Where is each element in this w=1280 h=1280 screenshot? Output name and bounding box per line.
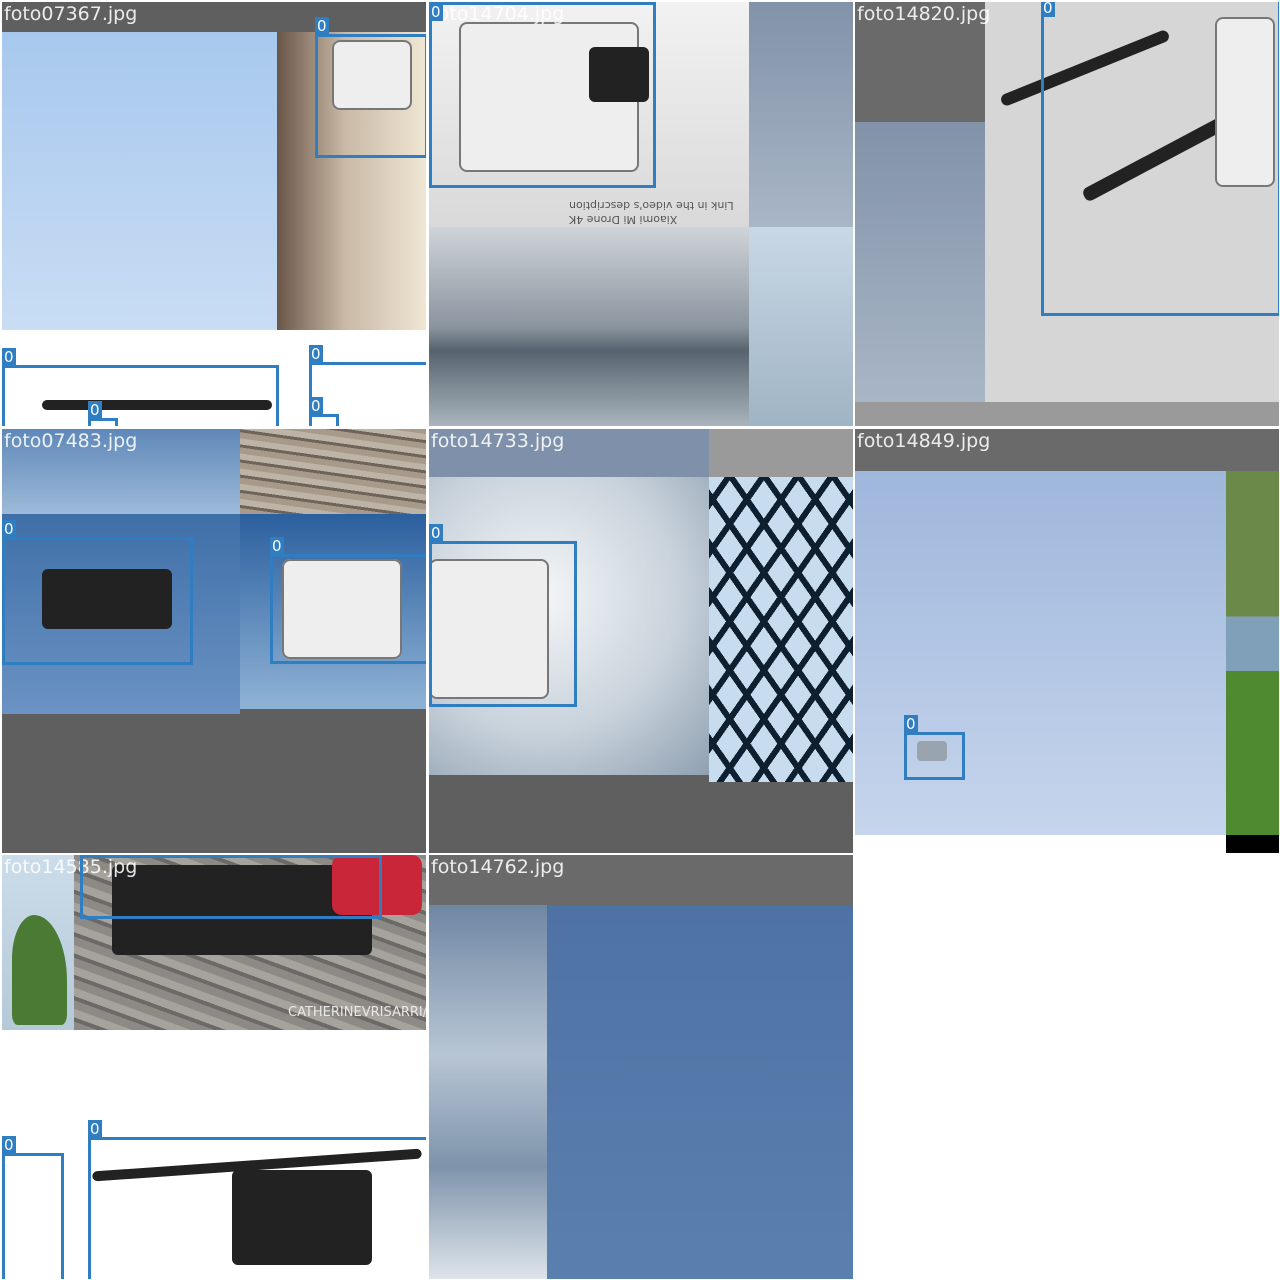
- box-shape: [589, 47, 649, 102]
- detection-box: 0: [88, 1120, 426, 1279]
- propeller-shape: [42, 400, 272, 410]
- mosaic-tile: foto14733.jpg 0: [429, 429, 853, 853]
- detection-box: 0: [80, 855, 382, 919]
- box-label: 0: [309, 345, 323, 363]
- pad-patch: [855, 429, 1279, 471]
- box-label: 0: [1041, 2, 1055, 17]
- tile-filename: foto14704.jpg: [431, 3, 565, 25]
- pad-patch: [855, 2, 985, 122]
- sky-patch: [2, 429, 240, 514]
- box-label: 0: [88, 401, 102, 419]
- box-label: 0: [270, 537, 284, 555]
- tile-filename: foto07367.jpg: [4, 3, 138, 25]
- drone-body-shape: [1215, 17, 1275, 187]
- net-photo-patch: [709, 477, 853, 782]
- box-label: 0: [2, 1136, 16, 1154]
- detection-box: 0: [904, 715, 965, 780]
- white-patch: [855, 835, 1226, 853]
- detection-box: 0: [2, 1136, 64, 1279]
- mosaic-tile: foto14762.jpg: [429, 855, 853, 1279]
- box-label: 0: [88, 1120, 102, 1138]
- drone-shape: [917, 741, 947, 761]
- detection-box: 0: [1041, 2, 1279, 316]
- drone-shape: [282, 559, 402, 659]
- box-label: 0: [429, 524, 443, 542]
- caption-line: Link in the video's description: [569, 199, 734, 212]
- box-label: 0: [2, 520, 16, 538]
- box-label: 0: [2, 348, 16, 366]
- drone-shape: [42, 569, 172, 629]
- box-label: 0: [904, 715, 918, 733]
- tile-filename: foto14762.jpg: [431, 856, 565, 878]
- detection-box: 0: [2, 348, 279, 426]
- detection-box: 0: [429, 2, 656, 188]
- drone-shape: [429, 559, 549, 699]
- gray-patch: [749, 2, 853, 227]
- video-caption: Xiaomi Mi Drone 4K Link in the video's d…: [569, 192, 739, 226]
- sky-patch: [855, 471, 1226, 835]
- sky-patch: [2, 32, 277, 330]
- frame-body-shape: [232, 1170, 372, 1265]
- sky-patch: [749, 227, 853, 426]
- detection-box: 0: [2, 520, 193, 665]
- pad-patch: [429, 855, 853, 905]
- box-label: 0: [315, 17, 329, 35]
- drone-shape: [332, 40, 412, 110]
- detection-box: 0: [429, 524, 577, 707]
- detection-box: 0: [88, 401, 118, 426]
- gray-patch: [855, 122, 985, 402]
- mosaic-tile: CATHERINEVRISARRI/C foto14585.jpg 0 0 0: [2, 855, 426, 1279]
- box-label: 0: [80, 855, 94, 856]
- mosaic-tile: foto14849.jpg 0: [855, 429, 1279, 853]
- pad-patch: [709, 429, 853, 477]
- tile-filename: foto14820.jpg: [857, 3, 991, 25]
- tile-filename: foto14585.jpg: [4, 856, 138, 878]
- mosaic-tile: Xiaomi Mi Drone 4K Link in the video's d…: [429, 2, 853, 426]
- sky-patch: [429, 429, 709, 477]
- pad-patch: [1226, 835, 1279, 853]
- sky-patch: [547, 905, 853, 1279]
- tile-filename: foto14849.jpg: [857, 430, 991, 452]
- person-shape: [332, 855, 422, 915]
- detection-box: 0: [309, 345, 426, 426]
- mosaic-tile: foto07483.jpg 0 0: [2, 429, 426, 853]
- detection-box: 0: [309, 397, 339, 426]
- cloud-photo-patch: [429, 905, 547, 1279]
- box-label: 0: [429, 3, 443, 21]
- lakeside-photo-patch: [1226, 471, 1279, 835]
- kayak-lake-photo-patch: [429, 227, 749, 426]
- detection-box: 0: [270, 537, 426, 664]
- drone-shape: [112, 865, 372, 955]
- tile-filename: foto14733.jpg: [431, 430, 565, 452]
- wood-deck-patch: [240, 429, 426, 514]
- mosaic-tile: foto14820.jpg 0: [855, 2, 1279, 426]
- detection-box: 0: [315, 17, 426, 158]
- pad-patch: [855, 402, 1279, 426]
- box-label: 0: [309, 397, 323, 415]
- caption-line: Xiaomi Mi Drone 4K: [569, 213, 678, 226]
- white-patch: [2, 330, 426, 426]
- photo-watermark: CATHERINEVRISARRI/C: [288, 1005, 426, 1020]
- mosaic-tile: foto07367.jpg 0 0 0 0 0: [2, 2, 426, 426]
- tile-filename: foto07483.jpg: [4, 430, 138, 452]
